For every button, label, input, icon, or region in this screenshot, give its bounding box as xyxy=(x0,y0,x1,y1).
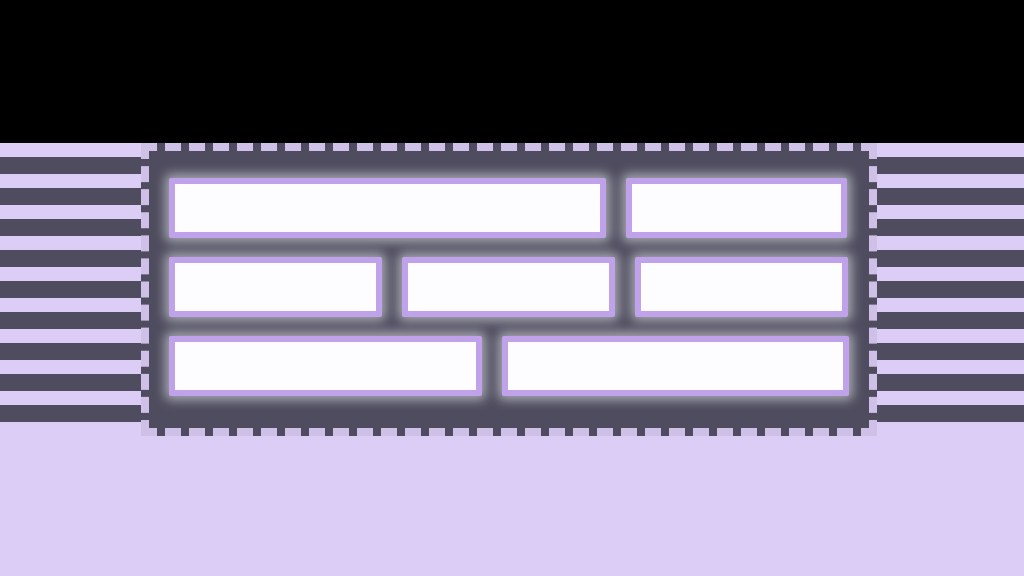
skeleton-card-r2-c1 xyxy=(169,257,382,317)
skeleton-card-r1-c1 xyxy=(169,178,606,238)
bottom-solid-band xyxy=(0,426,1024,576)
top-letterbox-band xyxy=(0,0,1024,143)
skeleton-card-r3-c2 xyxy=(502,336,849,396)
skeleton-card-r2-c2 xyxy=(402,257,615,317)
skeleton-card-r2-c3 xyxy=(635,257,848,317)
dashed-flex-container xyxy=(141,143,877,436)
skeleton-card-r1-c2 xyxy=(626,178,847,238)
skeleton-card-r3-c1 xyxy=(169,336,482,396)
